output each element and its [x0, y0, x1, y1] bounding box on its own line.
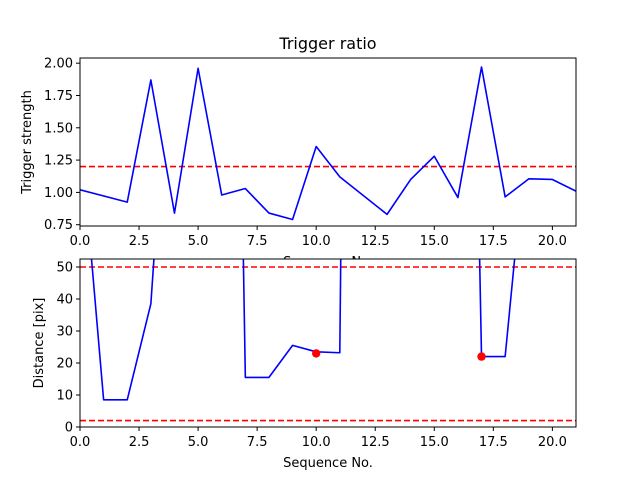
distance-panel: 0 10 20 30 40 50 0.0 2.5 5.0 7.5 10.0 12.5 15.0 17.5… [32, 258, 577, 471]
y-tick-label: 40 [56, 293, 73, 308]
distance-plot-area [80, 259, 576, 422]
x-tick-label: 10.0 [302, 234, 331, 249]
x-tick-label: 15.0 [420, 234, 449, 249]
trigger-ratio-panel: Trigger ratio 0.75 1.00 1.25 1.50 1.75 2.00 0… [20, 34, 577, 249]
y-tick-label: 0.75 [44, 218, 73, 233]
y-tick-label: 10 [56, 389, 73, 404]
series-line [478, 259, 516, 358]
distance-y-axis-label: Distance [pix] [32, 298, 47, 389]
x-tick-label: 7.5 [247, 435, 268, 450]
x-tick-label: 0.0 [70, 234, 91, 249]
y-tick-label: 50 [56, 261, 73, 276]
series-line [242, 259, 342, 379]
x-tick-label: 10.0 [302, 435, 331, 450]
x-tick-label: 2.5 [129, 435, 150, 450]
marker-point [311, 349, 321, 358]
distance-x-axis-label: Sequence No. [283, 456, 373, 471]
series-line [80, 66, 576, 221]
y-tick-label: 20 [56, 357, 73, 372]
x-tick-label: 5.0 [188, 234, 209, 249]
trigger-x-axis-label: Sequence No. [283, 255, 373, 270]
x-tick-label: 7.5 [247, 234, 268, 249]
y-tick-label: 1.25 [44, 154, 73, 169]
y-tick-label: 30 [56, 325, 73, 340]
x-tick-label: 5.0 [188, 435, 209, 450]
chart-title: Trigger ratio [278, 34, 376, 53]
marker-point [477, 352, 486, 361]
x-tick-label: 20.0 [538, 234, 567, 249]
y-tick-label: 1.50 [44, 121, 73, 136]
x-tick-label: 12.5 [361, 234, 390, 249]
trigger-x-label-clip: Sequence No. [283, 255, 373, 270]
x-tick-label: 12.5 [361, 435, 390, 450]
x-tick-label: 2.5 [129, 234, 150, 249]
x-tick-label: 20.0 [538, 435, 567, 450]
distance-axes-frame [79, 258, 577, 428]
trigger-y-axis-label: Trigger strength [20, 90, 35, 195]
y-tick-label: 2.00 [44, 57, 73, 72]
series-line [90, 259, 155, 401]
trigger-plot-area [80, 66, 576, 221]
x-tick-label: 15.0 [420, 435, 449, 450]
y-tick-label: 1.00 [44, 186, 73, 201]
y-tick-label: 0 [65, 421, 73, 436]
trigger-axes-frame [79, 57, 577, 227]
y-tick-label: 1.75 [44, 89, 73, 104]
x-tick-label: 0.0 [70, 435, 91, 450]
x-tick-label: 17.5 [479, 435, 508, 450]
x-tick-label: 17.5 [479, 234, 508, 249]
